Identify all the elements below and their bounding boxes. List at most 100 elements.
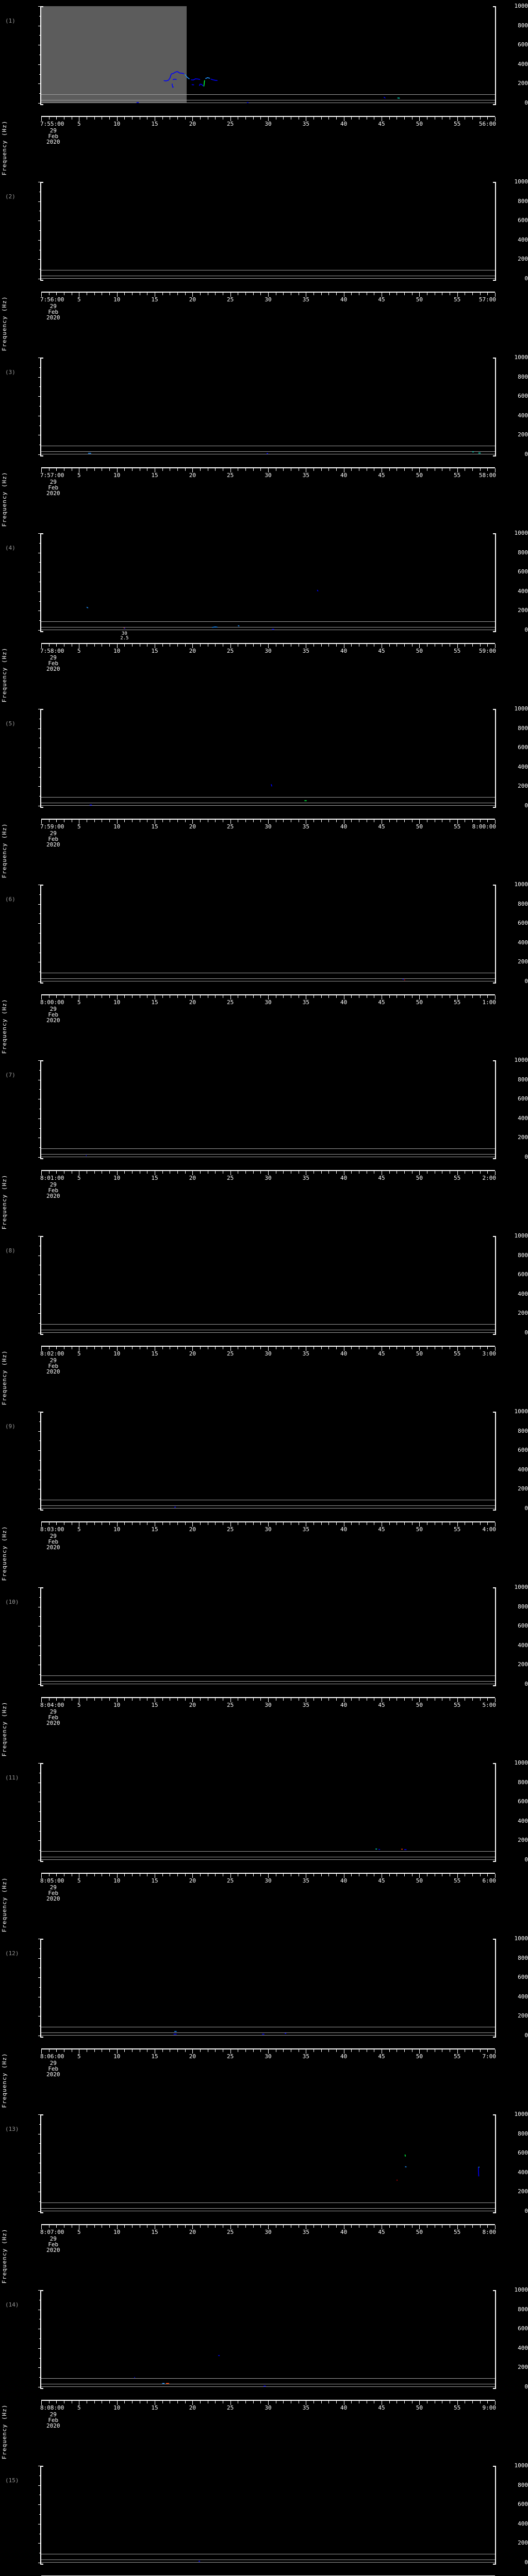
x-axis-minor-tick bbox=[480, 1698, 481, 1701]
x-axis-tick-label: 55 bbox=[454, 296, 461, 303]
x-axis-major-tick bbox=[457, 2049, 458, 2054]
pitch-trace-layer bbox=[199, 2561, 200, 2562]
x-axis-minor-tick bbox=[351, 820, 352, 822]
x-axis-tick-label: 50 bbox=[416, 2229, 423, 2235]
x-axis-tick-label: 45 bbox=[378, 2229, 385, 2235]
x-axis-major-tick bbox=[192, 117, 193, 121]
x-axis-tick-label: 40 bbox=[340, 2229, 348, 2235]
x-axis-minor-tick bbox=[321, 117, 322, 120]
x-axis-minor-tick bbox=[389, 1347, 390, 1349]
y-axis-minor-tick bbox=[39, 35, 41, 36]
x-axis-tick-label: 25 bbox=[227, 2404, 234, 2411]
x-axis-minor-tick bbox=[336, 995, 337, 998]
x-axis-minor-tick bbox=[253, 1522, 254, 1525]
reference-line bbox=[41, 451, 495, 452]
x-axis-minor-tick bbox=[480, 820, 481, 822]
x-axis-minor-tick bbox=[177, 1874, 178, 1876]
y-axis-minor-tick bbox=[39, 1128, 41, 1129]
x-axis-minor-tick bbox=[472, 293, 473, 295]
x-axis-major-tick bbox=[495, 1698, 496, 1702]
x-axis bbox=[41, 116, 496, 121]
spectrogram-panel: 0 200 400 600 800 1000 Frequency (Hz) (5) 7:59:0… bbox=[0, 648, 528, 878]
x-axis-minor-tick bbox=[132, 2401, 133, 2403]
x-axis-minor-tick bbox=[389, 2049, 390, 2052]
x-axis-minor-tick bbox=[109, 1522, 110, 1525]
x-axis-minor-tick bbox=[94, 117, 95, 120]
y-axis-tick-label: 1000 bbox=[514, 2286, 528, 2293]
pitch-trace-layer bbox=[397, 2154, 480, 2181]
x-axis-minor-tick bbox=[351, 2401, 352, 2403]
x-axis-tick-label: 35 bbox=[302, 2053, 309, 2060]
y-axis-minor-tick bbox=[39, 894, 41, 895]
x-axis-minor-tick bbox=[200, 820, 201, 822]
x-axis-tick-label: 20 bbox=[189, 1175, 196, 1181]
y-axis-title: Frequency (Hz) bbox=[1, 998, 8, 1054]
x-axis-minor-tick bbox=[177, 820, 178, 822]
x-axis-minor-tick bbox=[260, 117, 261, 120]
pitch-trace bbox=[317, 589, 319, 592]
spectrogram-panel: 0 200 400 600 800 1000 Frequency (Hz) (11) 8:05:… bbox=[0, 1702, 528, 1933]
x-axis-minor-tick bbox=[48, 644, 50, 647]
x-axis bbox=[41, 1873, 496, 1878]
x-axis-minor-tick bbox=[480, 995, 481, 998]
x-axis-minor-tick bbox=[351, 2049, 352, 2052]
x-axis-minor-tick bbox=[177, 293, 178, 295]
y-axis-tick-label: 800 bbox=[518, 373, 528, 380]
x-axis bbox=[41, 1521, 496, 1527]
x-axis-tick-label: 30 bbox=[265, 2229, 272, 2235]
y-axis-minor-tick bbox=[39, 2201, 41, 2202]
x-axis-major-tick bbox=[192, 995, 193, 999]
x-axis-tick-label: 50 bbox=[416, 2053, 423, 2060]
x-axis-major-tick bbox=[419, 1171, 420, 1175]
x-axis-minor-tick bbox=[56, 1874, 57, 1876]
pitch-trace bbox=[383, 96, 386, 99]
y-axis-right-bracket bbox=[493, 2290, 496, 2389]
x-axis-minor-tick bbox=[124, 2049, 125, 2052]
y-axis-tick bbox=[38, 2211, 41, 2212]
x-axis-minor-tick bbox=[487, 2049, 488, 2052]
x-axis-major-tick bbox=[495, 820, 496, 824]
x-axis-major-tick bbox=[41, 2049, 42, 2054]
x-axis-major-tick bbox=[419, 1522, 420, 1527]
x-axis-date-label: 29 Feb 2020 bbox=[46, 830, 60, 848]
x-axis-tick-label: 25 bbox=[227, 1350, 234, 1357]
x-axis-tick-label: 10 bbox=[113, 296, 121, 303]
x-axis-minor-tick bbox=[215, 1874, 216, 1876]
x-axis-minor-tick bbox=[132, 1171, 133, 1174]
x-axis-minor-tick bbox=[351, 117, 352, 120]
x-axis-major-tick bbox=[230, 2401, 231, 2405]
x-axis-major-tick bbox=[230, 820, 231, 824]
x-axis-major-tick bbox=[230, 293, 231, 297]
x-axis-major-tick bbox=[268, 1698, 269, 1702]
x-axis-date-label: 29 Feb 2020 bbox=[46, 1006, 60, 1024]
x-axis-major-tick bbox=[117, 1171, 118, 1175]
y-axis-tick bbox=[38, 201, 41, 202]
y-axis-right-bracket bbox=[493, 2466, 496, 2565]
x-axis-minor-tick bbox=[389, 2401, 390, 2403]
x-axis-major-tick bbox=[268, 1874, 269, 1878]
x-axis-minor-tick bbox=[215, 2401, 216, 2403]
x-axis-major-tick bbox=[117, 995, 118, 999]
x-axis-tick-label: 30 bbox=[265, 648, 272, 654]
y-axis-tick-label: 400 bbox=[518, 763, 528, 770]
y-axis-tick-label: 200 bbox=[518, 1661, 528, 1668]
y-axis-right-bracket bbox=[493, 709, 496, 808]
pitch-trace bbox=[210, 78, 218, 81]
x-axis-date-label: 29 Feb 2020 bbox=[46, 2060, 60, 2078]
y-axis-minor-tick bbox=[39, 913, 41, 914]
y-axis-tick-label: 1000 bbox=[514, 354, 528, 361]
x-axis-major-tick bbox=[419, 644, 420, 648]
spectrogram-panel: 0 200 400 600 800 1000 Frequency (Hz) (14) 8:08:… bbox=[0, 2229, 528, 2460]
x-axis-minor-tick bbox=[109, 2225, 110, 2228]
y-axis-left-bracket bbox=[40, 2290, 43, 2389]
y-axis-left-bracket bbox=[40, 358, 43, 456]
x-axis-minor-tick bbox=[328, 2225, 329, 2228]
x-axis-tick-label: 55 bbox=[454, 1350, 461, 1357]
x-axis-minor-tick bbox=[132, 1347, 133, 1349]
x-axis-tick-label: 45 bbox=[378, 121, 385, 127]
panel-number: (9) bbox=[5, 1423, 15, 1430]
y-axis-tick-label: 800 bbox=[518, 549, 528, 556]
x-axis-minor-tick bbox=[177, 1347, 178, 1349]
panel-number: (4) bbox=[5, 545, 15, 551]
x-axis-major-tick bbox=[117, 2049, 118, 2054]
